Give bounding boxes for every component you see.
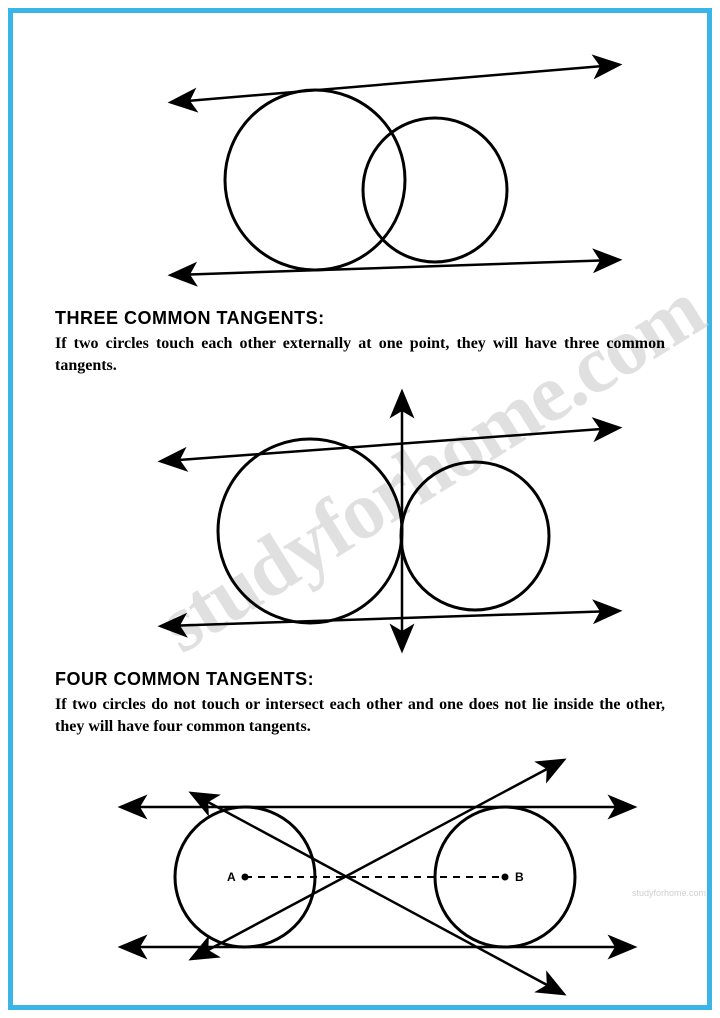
center-label-a: A	[227, 870, 236, 884]
two-tangents-svg	[55, 30, 665, 300]
section-four-tangents: FOUR COMMON TANGENTS: If two circles do …	[55, 669, 665, 1007]
center-label-b: B	[515, 870, 524, 884]
three-tangents-svg	[55, 386, 665, 661]
text-three-tangents: If two circles touch each other external…	[55, 333, 665, 376]
diagram-two-tangents	[55, 30, 665, 300]
text-four-tangents: If two circles do not touch or intersect…	[55, 694, 665, 737]
heading-three-tangents: THREE COMMON TANGENTS:	[55, 308, 665, 329]
section-three-tangents: THREE COMMON TANGENTS: If two circles to…	[55, 308, 665, 661]
four-tangents-svg: A B	[55, 747, 675, 1007]
heading-four-tangents: FOUR COMMON TANGENTS:	[55, 669, 665, 690]
page-content: THREE COMMON TANGENTS: If two circles to…	[55, 30, 665, 1007]
